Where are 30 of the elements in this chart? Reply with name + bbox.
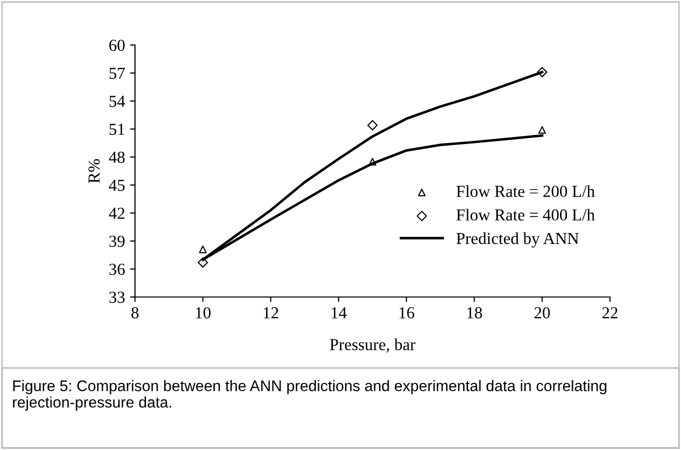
x-tick-label: 22 [602, 307, 618, 318]
point [368, 158, 376, 166]
y-tick-label: 51 [110, 124, 124, 135]
legend-label: Flow Rate = 400 L/h [456, 208, 595, 221]
y-tick-label: 45 [108, 180, 125, 191]
y-tick-label: 54 [110, 96, 126, 107]
point [198, 257, 208, 268]
x-axis-title: Pressure, bar [330, 338, 416, 353]
caption: Figure 5: Comparison between the ANN predictions and experimental data in correlating rejection-pressure data. [13, 380, 606, 411]
y-axis-title: R% [88, 159, 100, 184]
y-tick-label: 48 [108, 152, 125, 163]
point [199, 246, 207, 254]
x-tick-label: 8 [131, 307, 139, 318]
point [538, 126, 546, 134]
y-tick-label: 33 [109, 292, 125, 303]
legend-label: Predicted by ANN [456, 232, 579, 248]
point [536, 66, 548, 78]
x-tick-label: 16 [400, 307, 414, 318]
x-tick-label: 20 [534, 307, 550, 318]
x-tick-label: 14 [332, 307, 347, 318]
x-tick-label: 18 [467, 307, 482, 318]
legend-label: Flow Rate = 200 L/h [456, 185, 595, 198]
x-tick-label: 10 [196, 307, 211, 318]
y-tick-label: 39 [109, 236, 125, 247]
x-tick-label: 12 [264, 307, 278, 318]
y-tick-label: 36 [109, 264, 125, 275]
y-tick-label: 57 [110, 68, 125, 79]
y-tick-label: 60 [109, 40, 125, 51]
point [367, 120, 378, 130]
y-tick-label: 42 [108, 208, 124, 219]
